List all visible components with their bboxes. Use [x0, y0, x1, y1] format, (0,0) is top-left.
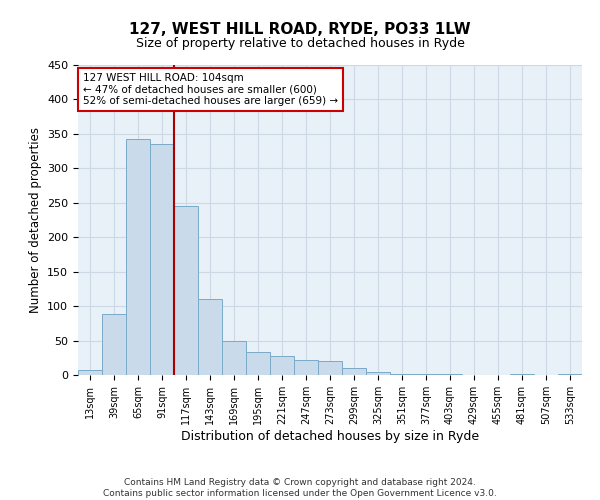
- Text: 127, WEST HILL ROAD, RYDE, PO33 1LW: 127, WEST HILL ROAD, RYDE, PO33 1LW: [129, 22, 471, 38]
- Bar: [150, 144, 174, 375]
- Bar: [222, 340, 246, 375]
- Bar: [438, 374, 462, 375]
- Y-axis label: Number of detached properties: Number of detached properties: [29, 127, 41, 313]
- Bar: [246, 352, 270, 375]
- Bar: [414, 374, 438, 375]
- Bar: [294, 360, 318, 375]
- Bar: [78, 370, 102, 375]
- Bar: [366, 372, 390, 375]
- Bar: [270, 356, 294, 375]
- Bar: [174, 206, 198, 375]
- Bar: [318, 360, 342, 375]
- Text: Contains HM Land Registry data © Crown copyright and database right 2024.
Contai: Contains HM Land Registry data © Crown c…: [103, 478, 497, 498]
- Bar: [198, 299, 222, 375]
- Bar: [390, 374, 414, 375]
- Bar: [558, 374, 582, 375]
- Bar: [102, 314, 126, 375]
- Bar: [126, 140, 150, 375]
- X-axis label: Distribution of detached houses by size in Ryde: Distribution of detached houses by size …: [181, 430, 479, 442]
- Text: 127 WEST HILL ROAD: 104sqm
← 47% of detached houses are smaller (600)
52% of sem: 127 WEST HILL ROAD: 104sqm ← 47% of deta…: [83, 72, 338, 106]
- Text: Size of property relative to detached houses in Ryde: Size of property relative to detached ho…: [136, 38, 464, 51]
- Bar: [342, 368, 366, 375]
- Bar: [510, 374, 534, 375]
